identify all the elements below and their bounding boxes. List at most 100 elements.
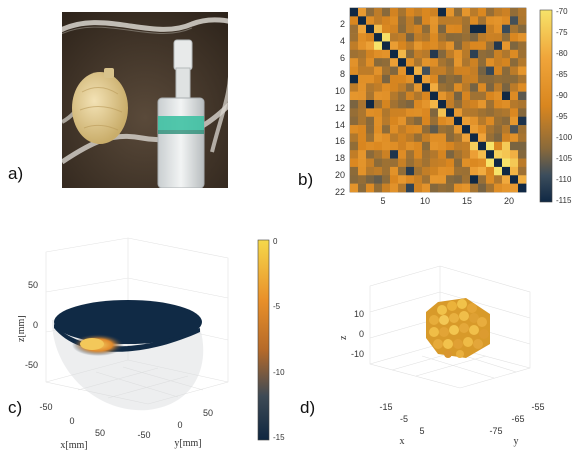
heatmap-cell (486, 166, 495, 176)
heatmap-cell (478, 49, 487, 59)
heatmap-cell (350, 8, 359, 17)
heatmap-cell (478, 83, 487, 92)
heatmap-cell (374, 150, 383, 159)
heatmap-ytick: 6 (340, 53, 345, 63)
heatmap-cell (438, 66, 447, 76)
heatmap-cell (430, 83, 439, 92)
heatmap-cell (502, 8, 511, 17)
heatmap-cell (382, 158, 391, 168)
heatmap-cell (422, 41, 431, 51)
heatmap-cell (494, 66, 503, 76)
heatmap-ytick: 18 (335, 153, 345, 163)
heatmap-cell (390, 91, 399, 101)
heatmap-cell (350, 108, 359, 118)
heatmap-cell (390, 33, 399, 42)
heatmap-cell (446, 74, 455, 84)
heatmap-cell (486, 141, 495, 151)
heatmap-cell (422, 8, 431, 17)
heatmap-cell (518, 66, 527, 76)
heatmap-cell (406, 41, 415, 51)
heatmap-cell (422, 150, 431, 159)
y-tick: 50 (203, 408, 213, 418)
x-axis-label-d: x (400, 436, 405, 447)
heatmap-cell (486, 133, 495, 143)
heatmap-cell (470, 116, 479, 126)
heatmap-cell (358, 108, 367, 118)
heatmap-cell (438, 41, 447, 51)
heatmap-cell (366, 66, 375, 76)
heatmap-cell (350, 24, 359, 34)
heatmap-cell (430, 183, 439, 193)
heatmap-cell (358, 83, 367, 92)
heatmap-cell (462, 49, 471, 59)
heatmap-cell (358, 8, 367, 17)
heatmap-cell (502, 158, 511, 168)
heatmap-cell (494, 58, 503, 67)
z-tick-d: 10 (354, 309, 364, 319)
heatmap-cell (414, 49, 423, 59)
heatmap-ytick: 14 (335, 120, 345, 130)
heatmap-cell (454, 116, 463, 126)
colorbar-c-tick: -15 (273, 433, 285, 442)
heatmap-cell (406, 91, 415, 101)
heatmap-cell (470, 141, 479, 151)
heatmap-cell (518, 100, 527, 109)
heatmap-cell (382, 183, 391, 193)
heatmap-cell (478, 33, 487, 42)
heatmap-cell (462, 158, 471, 168)
heatmap-cell (382, 141, 391, 151)
heatmap-cell (454, 150, 463, 159)
heatmap-cell (350, 41, 359, 51)
heatmap-chart: 2 4 6 8 10 12 14 16 18 20 22 5 10 15 20 … (335, 7, 573, 206)
heatmap-cell (486, 83, 495, 92)
heatmap-cell (518, 8, 527, 17)
heatmap-cell (430, 125, 439, 134)
heatmap-cell (414, 41, 423, 51)
heatmap-cell (470, 91, 479, 101)
heatmap-cell (518, 58, 527, 67)
heatmap-cell (502, 24, 511, 34)
heatmap-cell (406, 16, 415, 26)
heatmap-cell (414, 133, 423, 143)
colorbar-tick: -100 (556, 133, 573, 142)
heatmap-cell (422, 116, 431, 126)
heatmap-ytick: 22 (335, 187, 345, 197)
heatmap-cell (430, 58, 439, 67)
heatmap-cell (406, 58, 415, 67)
heatmap-cell (470, 33, 479, 42)
heatmap-cell (438, 83, 447, 92)
heatmap-xtick: 10 (420, 196, 430, 206)
heatmap-cell (438, 183, 447, 193)
panel-label-c: c) (8, 398, 23, 417)
heatmap-cell (502, 141, 511, 151)
heatmap-cell (382, 16, 391, 26)
y-tick: 0 (177, 420, 182, 430)
heatmap-cell (430, 74, 439, 84)
heatmap-cell (374, 100, 383, 109)
heatmap-ytick: 10 (335, 86, 345, 96)
heatmap-cell (430, 175, 439, 184)
heatmap-cell (494, 133, 503, 143)
heatmap-cell (462, 58, 471, 67)
heatmap-cell (454, 100, 463, 109)
heatmap-cell (390, 183, 399, 193)
heatmap-cell (422, 16, 431, 26)
heatmap-cell (470, 16, 479, 26)
heatmap-cell (358, 58, 367, 67)
heatmap-cell (366, 8, 375, 17)
heatmap-cell (350, 16, 359, 26)
heatmap-cell (350, 133, 359, 143)
x-tick: -50 (39, 402, 52, 412)
heatmap-cell (406, 116, 415, 126)
heatmap-cell (510, 166, 519, 176)
heatmap-cell (358, 116, 367, 126)
heatmap-cell (494, 74, 503, 84)
heatmap-cell (438, 141, 447, 151)
heatmap-cell (422, 125, 431, 134)
heatmap-cell (414, 116, 423, 126)
z-tick: -50 (25, 360, 38, 370)
heatmap-cell (414, 66, 423, 76)
heatmap-cell (374, 166, 383, 176)
heatmap-cell (518, 108, 527, 118)
heatmap-cell (478, 66, 487, 76)
